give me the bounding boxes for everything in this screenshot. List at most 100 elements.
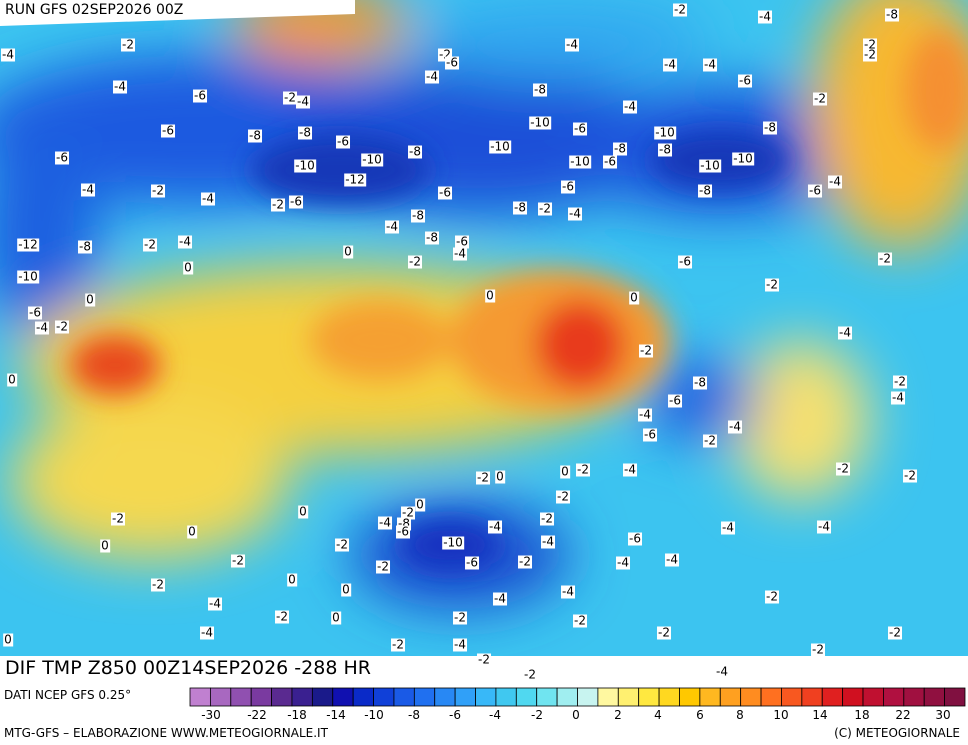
contour-label: -4: [385, 219, 399, 234]
contour-label: -2: [538, 201, 552, 216]
contour-label: -2: [888, 625, 902, 640]
contour-label: 0: [7, 372, 17, 387]
colorbar-label: 22: [895, 708, 911, 722]
contour-label: 0: [287, 572, 297, 587]
colorbar-swatch: [475, 687, 497, 707]
contour-label: -10: [654, 125, 676, 140]
contour-label: 0: [187, 524, 197, 539]
contour-label: -2: [878, 251, 892, 266]
contour-label: -6: [603, 154, 617, 169]
contour-label: -4: [201, 191, 215, 206]
source: DATI NCEP GFS 0.25°: [4, 688, 132, 702]
colorbar-swatch: [923, 687, 946, 707]
contour-label: -2: [476, 470, 490, 485]
contour-label: -6: [55, 150, 69, 165]
contour-label: -8: [248, 128, 262, 143]
contour-label: -6: [438, 185, 452, 200]
contour-label: -4: [828, 174, 842, 189]
colorbar-label: 14: [812, 708, 828, 722]
colorbar-swatch: [842, 687, 864, 707]
contour-label: -4: [715, 664, 729, 679]
contour-label: -2: [121, 37, 135, 52]
contour-label: -6: [396, 524, 410, 539]
colorbar-label: 10: [773, 708, 789, 722]
contour-label: -4: [453, 246, 467, 261]
contour-label: -2: [639, 343, 653, 358]
colorbar-swatch: [638, 687, 660, 707]
contour-label: -2: [111, 511, 125, 526]
contour-label: -2: [863, 37, 877, 52]
contour-label: -4: [728, 419, 742, 434]
contour-label: -2: [893, 374, 907, 389]
colorbar-swatch: [209, 687, 232, 707]
colorbar-label: 8: [736, 708, 744, 722]
colorbar-swatch: [393, 687, 415, 707]
contour-label: -4: [296, 94, 310, 109]
colorbar-swatch: [434, 687, 456, 707]
contour-label: -4: [616, 555, 630, 570]
title-box: [0, 656, 458, 684]
contour-label: 0: [343, 244, 353, 259]
contour-label: -2: [55, 319, 69, 334]
contour-label: 0: [341, 582, 351, 597]
contour-label: -2: [573, 613, 587, 628]
colorbar-label: -6: [449, 708, 461, 722]
contour-label: -10: [294, 158, 316, 173]
contour-label: -2: [903, 468, 917, 483]
run-label: RUN GFS 02SEP2026 00Z: [5, 2, 184, 18]
contour-label: -4: [453, 637, 467, 652]
contour-label: -10: [17, 269, 39, 284]
contour-label: -2: [271, 197, 285, 212]
colorbar-label: -8: [408, 708, 420, 722]
contour-label: -2: [408, 254, 422, 269]
contour-label: -10: [442, 535, 464, 550]
colorbar-swatch: [862, 687, 884, 707]
colorbar-swatch: [373, 687, 395, 707]
contour-label: -4: [623, 99, 637, 114]
contour-label: -2: [811, 642, 825, 657]
contour-label: -4: [891, 390, 905, 405]
contour-label: -2: [231, 553, 245, 568]
contour-label: -2: [275, 609, 289, 624]
colorbar-label: 18: [854, 708, 870, 722]
copyright: (C) METEOGIORNALE: [834, 726, 960, 740]
colorbar-label: 30: [935, 708, 951, 722]
contour-label: 0: [495, 469, 505, 484]
colorbar-label: -10: [364, 708, 384, 722]
colorbar-swatch: [658, 687, 680, 707]
contour-label: -6: [668, 393, 682, 408]
contour-label: 0: [85, 292, 95, 307]
contour-label: -4: [425, 69, 439, 84]
contour-label: -2: [518, 554, 532, 569]
contour-label: -6: [573, 121, 587, 136]
contour-label: -2: [765, 277, 779, 292]
colorbar-label: -2: [531, 708, 543, 722]
contour-label: 0: [3, 632, 13, 647]
contour-label: -6: [445, 55, 459, 70]
contour-label: -8: [298, 125, 312, 140]
contour-label: -2: [401, 505, 415, 520]
contour-label: -12: [17, 237, 39, 252]
contour-label: -6: [808, 183, 822, 198]
contour-label: -10: [529, 115, 551, 130]
colorbar-swatch: [352, 687, 374, 707]
colorbar-swatch: [536, 687, 558, 707]
credits: MTG-GFS – ELABORAZIONE WWW.METEOGIORNALE…: [4, 726, 328, 740]
colorbar-label: -18: [287, 708, 307, 722]
contour-label: -12: [344, 172, 366, 187]
colorbar-swatch: [883, 687, 905, 707]
contour-label: -4: [35, 320, 49, 335]
contour-label: -4: [208, 596, 222, 611]
contour-label: -4: [758, 9, 772, 24]
contour-label: -4: [81, 182, 95, 197]
colorbar-swatch: [332, 687, 354, 707]
contour-label: -2: [703, 433, 717, 448]
colorbar-swatch: [740, 687, 762, 707]
contour-label: -2: [391, 637, 405, 652]
contour-label: -8: [885, 7, 899, 22]
contour-label: -8: [533, 82, 547, 97]
contour-label: -4: [663, 57, 677, 72]
contour-label: -4: [568, 206, 582, 221]
contour-label: -10: [489, 139, 511, 154]
